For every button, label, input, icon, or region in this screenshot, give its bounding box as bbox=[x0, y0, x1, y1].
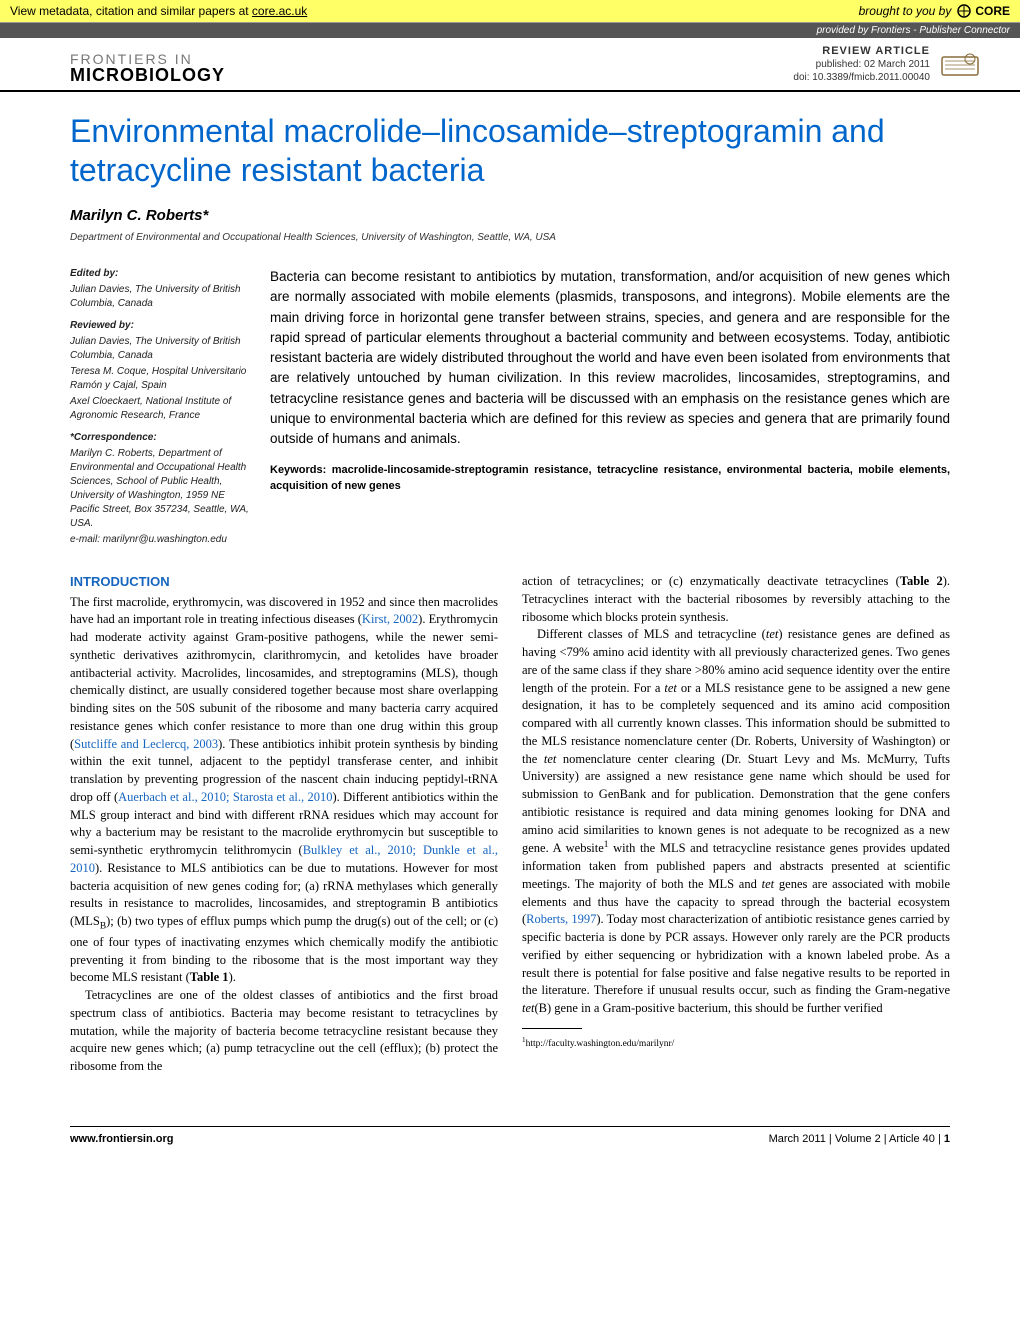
banner-right: brought to you by CORE bbox=[859, 4, 1010, 18]
reviewer: Julian Davies, The University of British… bbox=[70, 335, 250, 363]
reviewed-by-head: Reviewed by: bbox=[70, 319, 250, 333]
left-column: INTRODUCTION The first macrolide, erythr… bbox=[70, 573, 498, 1076]
page-footer: www.frontiersin.org March 2011 | Volume … bbox=[70, 1126, 950, 1165]
core-text: CORE bbox=[975, 4, 1010, 18]
header-meta: REVIEW ARTICLE published: 02 March 2011 … bbox=[793, 44, 980, 84]
footnote: 1http://faculty.washington.edu/marilynr/ bbox=[522, 1035, 950, 1052]
journal-name: frontiers in MICROBIOLOGY bbox=[70, 52, 225, 84]
abstract-area: Edited by: Julian Davies, The University… bbox=[70, 267, 950, 549]
footer-issue: March 2011 | Volume 2 | Article 40 | bbox=[769, 1133, 944, 1145]
keywords-block: Keywords: macrolide-lincosamide-streptog… bbox=[270, 463, 950, 494]
core-icon bbox=[957, 4, 971, 18]
citation[interactable]: Roberts, 1997 bbox=[526, 912, 596, 926]
editor: Julian Davies, The University of British… bbox=[70, 283, 250, 311]
citation[interactable]: Bulkley et al., 2010; Dunkle et al., 201… bbox=[70, 843, 498, 875]
journal-header: frontiers in MICROBIOLOGY REVIEW ARTICLE… bbox=[0, 38, 1020, 92]
author-affiliation: Department of Environmental and Occupati… bbox=[70, 232, 950, 243]
stamp-icon bbox=[940, 49, 980, 79]
published-date: published: 02 March 2011 bbox=[793, 58, 930, 71]
intro-heading: INTRODUCTION bbox=[70, 573, 498, 591]
meta-text: View metadata, citation and similar pape… bbox=[10, 4, 252, 18]
right-column: action of tetracyclines; or (c) enzymati… bbox=[522, 573, 950, 1076]
banner-left: View metadata, citation and similar pape… bbox=[10, 4, 307, 18]
frontiers-label: frontiers in bbox=[70, 52, 225, 66]
body-columns: INTRODUCTION The first macrolide, erythr… bbox=[70, 573, 950, 1076]
page-number: 1 bbox=[944, 1133, 950, 1145]
editorial-sidebar: Edited by: Julian Davies, The University… bbox=[70, 267, 250, 549]
body-paragraph: Different classes of MLS and tetracyclin… bbox=[522, 626, 950, 1018]
metadata-banner: View metadata, citation and similar pape… bbox=[0, 0, 1020, 23]
body-paragraph: The first macrolide, erythromycin, was d… bbox=[70, 594, 498, 988]
brought-by: brought to you by bbox=[859, 4, 952, 18]
body-paragraph: action of tetracyclines; or (c) enzymati… bbox=[522, 573, 950, 626]
citation[interactable]: Kirst, 2002 bbox=[362, 612, 418, 626]
footer-url[interactable]: www.frontiersin.org bbox=[70, 1133, 174, 1145]
core-logo[interactable]: CORE bbox=[957, 4, 1010, 18]
article-title: Environmental macrolide–lincosamide–stre… bbox=[70, 112, 950, 189]
citation[interactable]: Auerbach et al., 2010; Starosta et al., … bbox=[118, 790, 332, 804]
abstract-text: Bacteria can become resistant to antibio… bbox=[270, 269, 950, 446]
correspondence-email: e-mail: marilynr@u.washington.edu bbox=[70, 533, 250, 547]
doi: doi: 10.3389/fmicb.2011.00040 bbox=[793, 71, 930, 84]
edited-by-head: Edited by: bbox=[70, 267, 250, 281]
correspondence-head: *Correspondence: bbox=[70, 431, 250, 445]
provided-text: provided by Frontiers - Publisher Connec… bbox=[817, 25, 1010, 36]
footer-pagination: March 2011 | Volume 2 | Article 40 | 1 bbox=[769, 1133, 950, 1145]
provided-bar: provided by Frontiers - Publisher Connec… bbox=[0, 23, 1020, 38]
abstract: Bacteria can become resistant to antibio… bbox=[270, 267, 950, 549]
correspondence: Marilyn C. Roberts, Department of Enviro… bbox=[70, 447, 250, 531]
main-content: Environmental macrolide–lincosamide–stre… bbox=[0, 92, 1020, 1106]
body-paragraph: Tetracyclines are one of the oldest clas… bbox=[70, 987, 498, 1076]
keywords-label: Keywords: bbox=[270, 464, 326, 476]
article-type: REVIEW ARTICLE bbox=[793, 44, 930, 58]
author-name: Marilyn C. Roberts* bbox=[70, 207, 950, 224]
footnote-rule bbox=[522, 1028, 582, 1029]
reviewer: Axel Cloeckaert, National Institute of A… bbox=[70, 395, 250, 423]
keywords-text: macrolide-lincosamide-streptogramin resi… bbox=[270, 464, 950, 491]
journal-title: MICROBIOLOGY bbox=[70, 66, 225, 84]
core-link[interactable]: core.ac.uk bbox=[252, 4, 307, 18]
citation[interactable]: Sutcliffe and Leclercq, 2003 bbox=[74, 737, 218, 751]
reviewer: Teresa M. Coque, Hospital Universitario … bbox=[70, 365, 250, 393]
